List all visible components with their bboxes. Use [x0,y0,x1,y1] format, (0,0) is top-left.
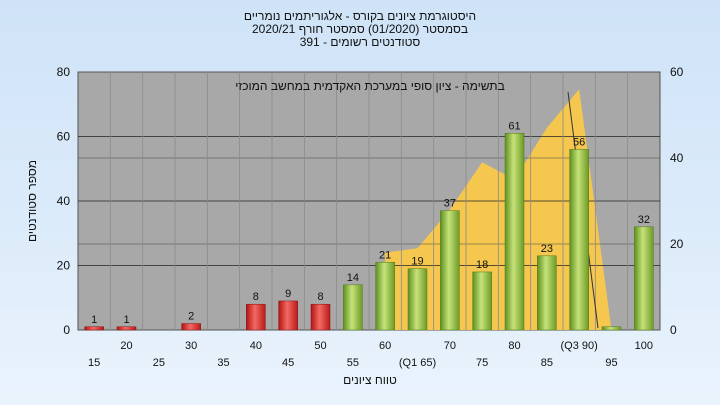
x-tick-50: 50 [314,340,326,352]
y-tick-40: 40 [57,194,71,208]
y2-axis-ticks: 0 20 40 60 [670,65,684,337]
x-tick-25: 25 [153,357,165,369]
data-label-40: 8 [253,291,259,303]
chart-annotation: בתשימה - ציון סופי במערכת האקדמית במחשב … [235,79,505,93]
bar-90 [569,149,589,331]
y2-tick-20: 20 [670,237,684,251]
y-tick-80: 80 [57,65,71,79]
bar-95 [601,326,622,331]
x-tick-20: 20 [120,340,132,352]
x-axis-ticks: 15 20 25 30 35 40 45 50 55 60 (Q1 65) 70 75 80 85 (Q3 9… [88,340,653,369]
x-tick-75: 75 [476,357,488,369]
x-tick-60: 60 [379,340,391,352]
x-tick-40: 40 [250,340,262,352]
bar-20 [116,326,137,331]
data-label-85: 23 [541,243,553,255]
bar-15 [84,326,104,331]
y-axis-ticks: 0 20 40 60 80 [57,65,71,337]
data-label-100: 32 [638,214,650,226]
bar-75 [472,271,492,331]
chart-title-block: היסטוגרמת ציונים בקורס - אלגוריתמים נומר… [0,10,720,49]
data-label-60: 21 [379,249,391,261]
x-tick-100: 100 [635,340,653,352]
data-label-80: 61 [508,120,520,132]
bar-80 [504,133,525,331]
chart-title: היסטוגרמת ציונים בקורס - אלגוריתמים נומר… [243,9,477,23]
bar-65 [407,268,428,331]
y-tick-60: 60 [57,130,71,144]
data-label-90: 56 [573,136,585,148]
data-label-70: 37 [444,198,456,210]
bars [84,133,654,331]
x-tick-35: 35 [217,357,229,369]
bar-30 [181,323,201,331]
x-tick-55: 55 [347,357,359,369]
y-tick-0: 0 [63,323,70,337]
x-tick-65: (Q1 65) [399,357,436,369]
chart-subtitle-registered: סטודנטים רשומים - 391 [299,35,421,49]
data-labels: 1 1 2 8 9 8 14 21 19 37 18 61 23 56 32 [91,120,650,326]
x-tick-85: 85 [541,357,553,369]
data-label-30: 2 [188,311,194,323]
bar-40 [246,303,266,331]
data-label-20: 1 [123,314,129,326]
chart-subtitle-semester: בסמסטר (01/2020) סמסטר חורף 2020/21 [251,22,469,36]
x-tick-30: 30 [185,340,197,352]
x-tick-70: 70 [444,340,456,352]
bar-60 [375,262,395,331]
y2-tick-40: 40 [670,151,684,165]
y-tick-20: 20 [57,259,71,273]
data-label-55: 14 [347,272,359,284]
grid-lines [78,72,660,330]
bar-45 [278,300,298,331]
y2-tick-60: 60 [670,65,684,79]
x-tick-90: (Q3 90) [561,340,598,352]
data-label-75: 18 [476,259,488,271]
y-axis-label: מספר סטודנטים [25,160,39,242]
x-tick-45: 45 [282,357,294,369]
bar-55 [343,284,363,331]
bar-85 [537,255,557,331]
data-label-45: 9 [285,288,291,300]
x-tick-80: 80 [508,340,520,352]
data-label-50: 8 [317,291,323,303]
bar-50 [310,303,331,331]
x-tick-95: 95 [605,357,617,369]
x-tick-15: 15 [88,357,100,369]
data-label-15: 1 [91,314,97,326]
bar-100 [634,226,654,331]
bar-70 [440,210,460,331]
x-axis-label: טווח ציונים [343,373,397,387]
data-label-65: 19 [411,256,423,268]
y2-tick-0: 0 [670,323,677,337]
